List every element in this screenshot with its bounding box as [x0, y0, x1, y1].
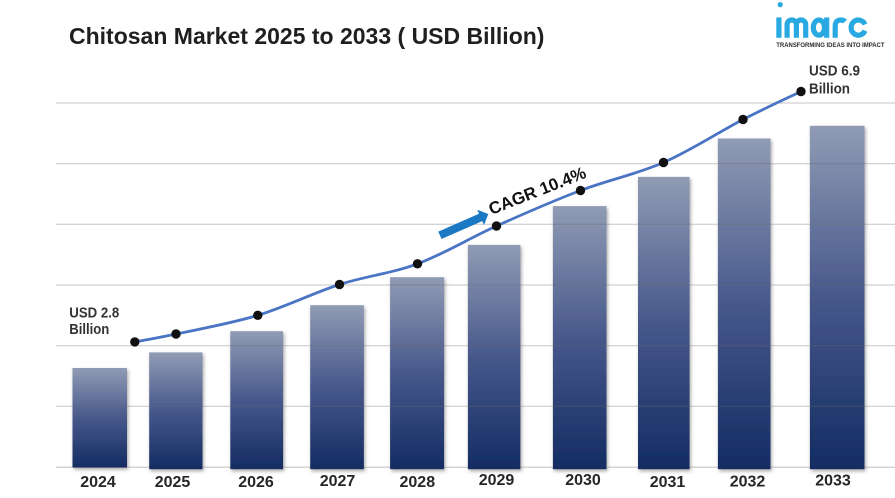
svg-text:TRANSFORMING IDEAS INTO IMPACT: TRANSFORMING IDEAS INTO IMPACT — [776, 42, 884, 49]
svg-text:2028: 2028 — [400, 474, 436, 491]
svg-text:2025: 2025 — [155, 474, 191, 491]
svg-text:USD 6.9: USD 6.9 — [809, 64, 860, 80]
svg-text:2031: 2031 — [650, 474, 686, 491]
svg-text:2029: 2029 — [479, 472, 515, 489]
svg-text:USD 2.8: USD 2.8 — [69, 306, 119, 322]
svg-text:2027: 2027 — [320, 473, 356, 490]
svg-text:2033: 2033 — [815, 473, 851, 490]
svg-text:Billion: Billion — [809, 82, 850, 98]
svg-text:2026: 2026 — [238, 474, 274, 491]
svg-text:2030: 2030 — [565, 472, 601, 489]
svg-text:2032: 2032 — [730, 474, 766, 491]
svg-text:2024: 2024 — [80, 474, 116, 491]
svg-text:Billion: Billion — [69, 322, 109, 338]
svg-text:Chitosan Market 2025 to 2033 (: Chitosan Market 2025 to 2033 ( USD Billi… — [69, 23, 544, 49]
